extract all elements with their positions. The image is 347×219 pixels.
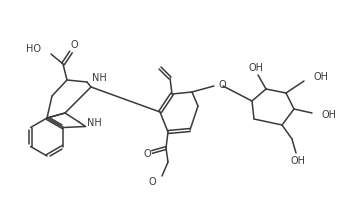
Text: O: O bbox=[149, 177, 156, 187]
Text: HO: HO bbox=[26, 44, 41, 54]
Text: O: O bbox=[219, 80, 227, 90]
Text: OH: OH bbox=[248, 63, 263, 73]
Text: NH: NH bbox=[92, 73, 107, 83]
Text: O: O bbox=[143, 149, 151, 159]
Text: OH: OH bbox=[322, 110, 337, 120]
Text: O: O bbox=[70, 40, 78, 50]
Text: OH: OH bbox=[314, 72, 329, 82]
Text: NH: NH bbox=[87, 118, 102, 128]
Text: OH: OH bbox=[290, 156, 305, 166]
